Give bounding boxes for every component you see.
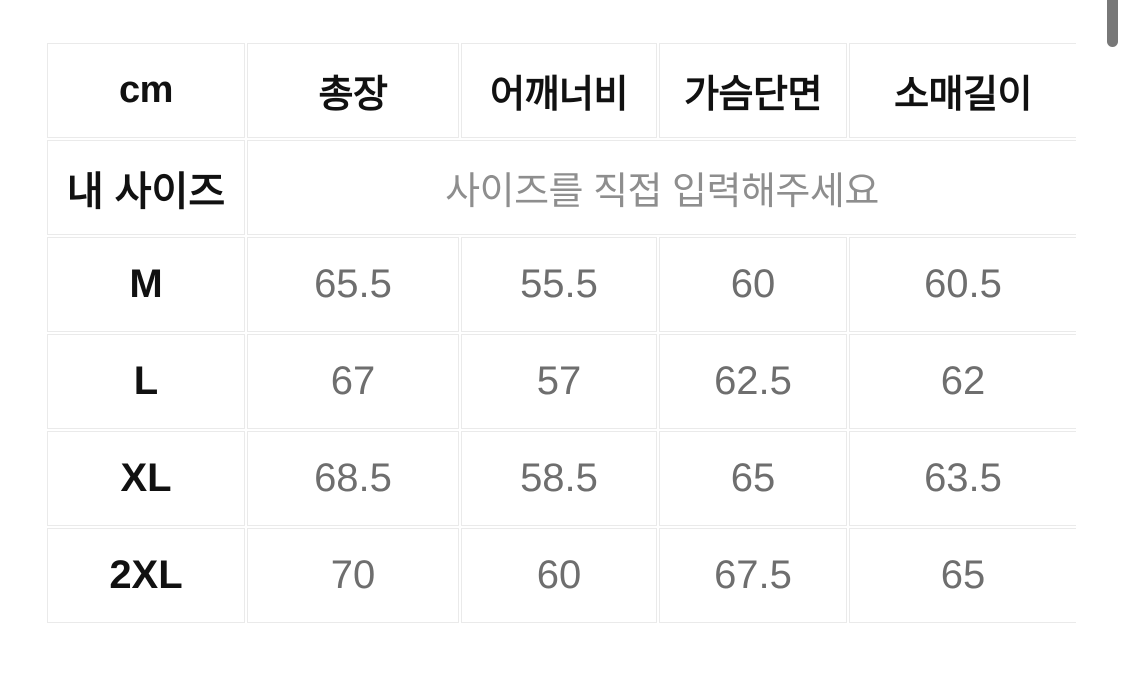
size-row-l: L 67 57 62.5 62 bbox=[47, 334, 1076, 429]
column-header-chest-width: 가슴단면 bbox=[659, 43, 847, 138]
size-value: 65 bbox=[849, 528, 1076, 623]
size-value: 60 bbox=[659, 237, 847, 332]
my-size-label: 내 사이즈 bbox=[47, 140, 245, 235]
size-value: 65 bbox=[659, 431, 847, 526]
size-value: 57 bbox=[461, 334, 657, 429]
size-label: L bbox=[47, 334, 245, 429]
vertical-scrollbar-thumb[interactable] bbox=[1107, 0, 1118, 47]
size-row-2xl: 2XL 70 60 67.5 65 bbox=[47, 528, 1076, 623]
my-size-input-cell[interactable]: 사이즈를 직접 입력해주세요 bbox=[247, 140, 1076, 235]
size-label: XL bbox=[47, 431, 245, 526]
size-value: 67.5 bbox=[659, 528, 847, 623]
size-value: 62.5 bbox=[659, 334, 847, 429]
size-chart-header-row: cm 총장 어깨너비 가슴단면 소매길이 bbox=[47, 43, 1076, 138]
column-header-sleeve-length: 소매길이 bbox=[849, 43, 1076, 138]
size-value: 68.5 bbox=[247, 431, 459, 526]
my-size-row: 내 사이즈 사이즈를 직접 입력해주세요 bbox=[47, 140, 1076, 235]
size-value: 55.5 bbox=[461, 237, 657, 332]
size-row-xl: XL 68.5 58.5 65 63.5 bbox=[47, 431, 1076, 526]
column-header-total-length: 총장 bbox=[247, 43, 459, 138]
size-value: 60.5 bbox=[849, 237, 1076, 332]
size-value: 60 bbox=[461, 528, 657, 623]
size-value: 62 bbox=[849, 334, 1076, 429]
size-value: 67 bbox=[247, 334, 459, 429]
size-value: 70 bbox=[247, 528, 459, 623]
column-header-shoulder-width: 어깨너비 bbox=[461, 43, 657, 138]
size-chart-table: cm 총장 어깨너비 가슴단면 소매길이 내 사이즈 사이즈를 직접 입력해주세… bbox=[45, 41, 1078, 625]
size-label: 2XL bbox=[47, 528, 245, 623]
size-row-m: M 65.5 55.5 60 60.5 bbox=[47, 237, 1076, 332]
size-value: 58.5 bbox=[461, 431, 657, 526]
size-value: 65.5 bbox=[247, 237, 459, 332]
unit-header-cell: cm bbox=[47, 43, 245, 138]
size-label: M bbox=[47, 237, 245, 332]
size-value: 63.5 bbox=[849, 431, 1076, 526]
